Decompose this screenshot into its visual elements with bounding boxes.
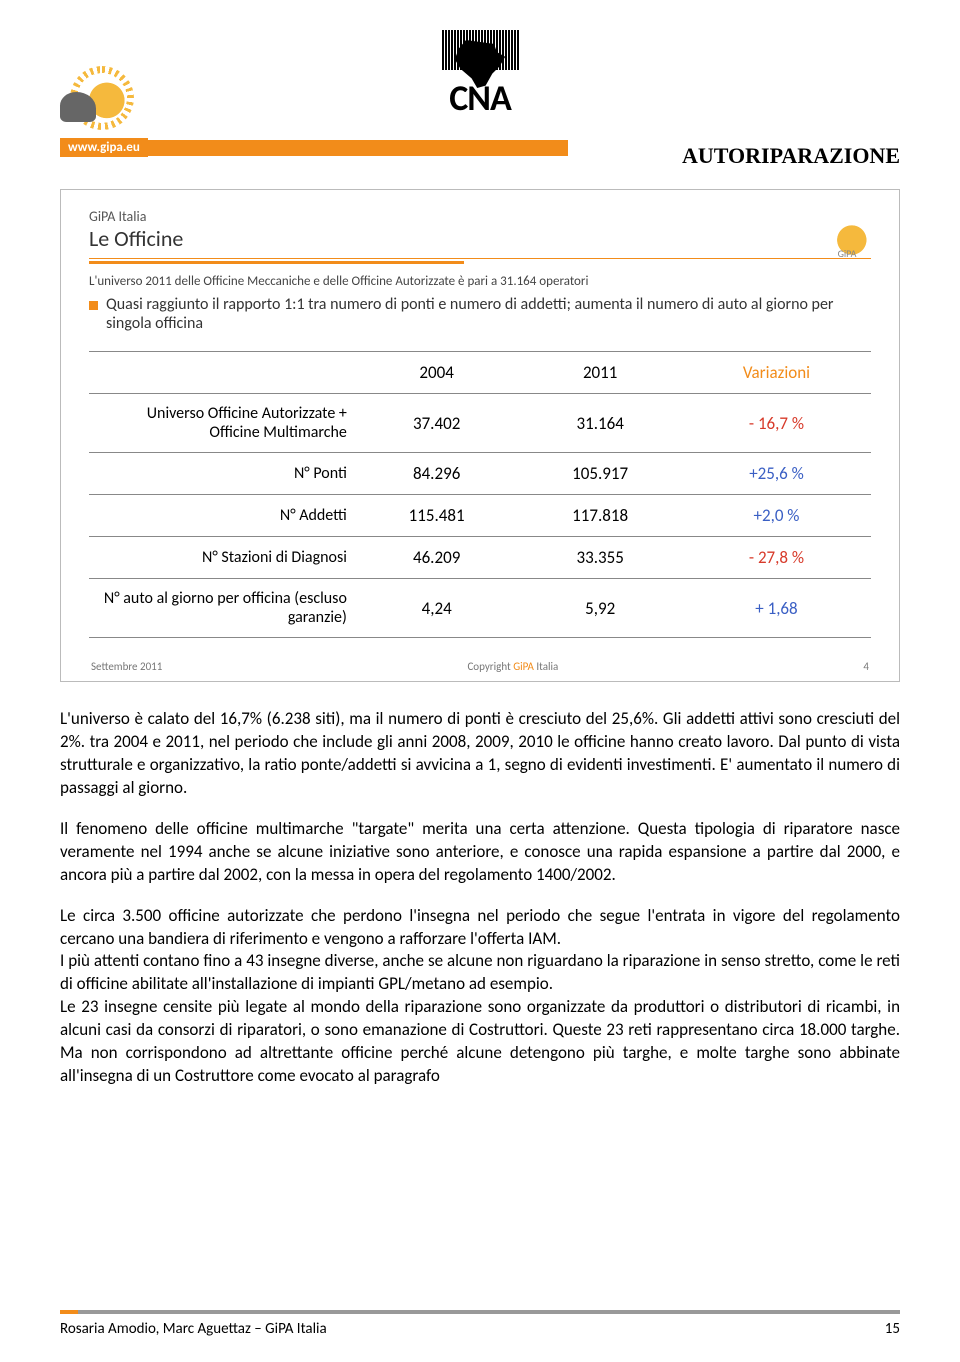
slide-number: 4: [863, 660, 869, 673]
paragraph: Il fenomeno delle officine multimarche "…: [60, 818, 900, 887]
cell-2004: 115.481: [355, 495, 519, 537]
row-label: N° Stazioni di Diagnosi: [89, 537, 355, 579]
page-header: CNA: [60, 30, 900, 130]
cell-2011: 5,92: [518, 579, 682, 638]
cell-var: - 16,7 %: [682, 394, 871, 453]
page-footer: Rosaria Amodio, Marc Aguettaz – GiPA Ita…: [60, 1310, 900, 1338]
row-label: N° Ponti: [89, 453, 355, 495]
slide-subtitle: L'universo 2011 delle Officine Meccanich…: [89, 274, 871, 289]
slide-brand: GiPA Italia: [89, 208, 183, 225]
cell-2004: 46.209: [355, 537, 519, 579]
cell-var: +2,0 %: [682, 495, 871, 537]
slide-panel: GiPA Italia Le Officine L'universo 2011 …: [60, 189, 900, 682]
cna-logo-icon: CNA: [410, 30, 550, 130]
body-text: L'universo è calato del 16,7% (6.238 sit…: [60, 708, 900, 1088]
slide-title: Le Officine: [89, 225, 183, 252]
footer-page-number: 15: [885, 1320, 900, 1338]
paragraph: I più attenti contano fino a 43 insegne …: [60, 950, 900, 996]
col-2004: 2004: [355, 352, 519, 394]
gipa-logo-icon: [60, 70, 140, 130]
slide-footer: Settembre 2011 Copyright GiPA Italia 4: [89, 660, 871, 673]
cell-2004: 37.402: [355, 394, 519, 453]
cell-var: - 27,8 %: [682, 537, 871, 579]
row-label: N° auto al giorno per officina (escluso …: [89, 579, 355, 638]
slide-table: 2004 2011 Variazioni Universo Officine A…: [89, 351, 871, 638]
cell-2011: 105.917: [518, 453, 682, 495]
table-row: Universo Officine Autorizzate + Officine…: [89, 394, 871, 453]
table-row: N° Stazioni di Diagnosi 46.209 33.355 - …: [89, 537, 871, 579]
row-label: Universo Officine Autorizzate + Officine…: [89, 394, 355, 453]
paragraph: L'universo è calato del 16,7% (6.238 sit…: [60, 708, 900, 800]
cell-2011: 117.818: [518, 495, 682, 537]
paragraph: Le 23 insegne censite più legate al mond…: [60, 996, 900, 1088]
slide-date: Settembre 2011: [91, 660, 162, 673]
cell-var: +25,6 %: [682, 453, 871, 495]
cell-2004: 84.296: [355, 453, 519, 495]
slide-copyright: Copyright GiPA Italia: [467, 660, 558, 673]
footer-authors: Rosaria Amodio, Marc Aguettaz – GiPA Ita…: [60, 1320, 327, 1338]
cell-2011: 31.164: [518, 394, 682, 453]
cell-2011: 33.355: [518, 537, 682, 579]
table-header-row: 2004 2011 Variazioni: [89, 352, 871, 394]
gipa-small-icon: [823, 218, 871, 258]
table-row: N° Addetti 115.481 117.818 +2,0 %: [89, 495, 871, 537]
slide-bullet-text: Quasi raggiunto il rapporto 1:1 tra nume…: [106, 295, 871, 333]
col-2011: 2011: [518, 352, 682, 394]
gipa-url: www.gipa.eu: [60, 138, 148, 157]
col-variazioni: Variazioni: [682, 352, 871, 394]
slide-bullet: Quasi raggiunto il rapporto 1:1 tra nume…: [89, 295, 871, 333]
paragraph: Le circa 3.500 officine autorizzate che …: [60, 905, 900, 951]
table-row: N° auto al giorno per officina (escluso …: [89, 579, 871, 638]
table-row: N° Ponti 84.296 105.917 +25,6 %: [89, 453, 871, 495]
bullet-icon: [89, 301, 98, 310]
row-label: N° Addetti: [89, 495, 355, 537]
cell-2004: 4,24: [355, 579, 519, 638]
cell-var: + 1,68: [682, 579, 871, 638]
